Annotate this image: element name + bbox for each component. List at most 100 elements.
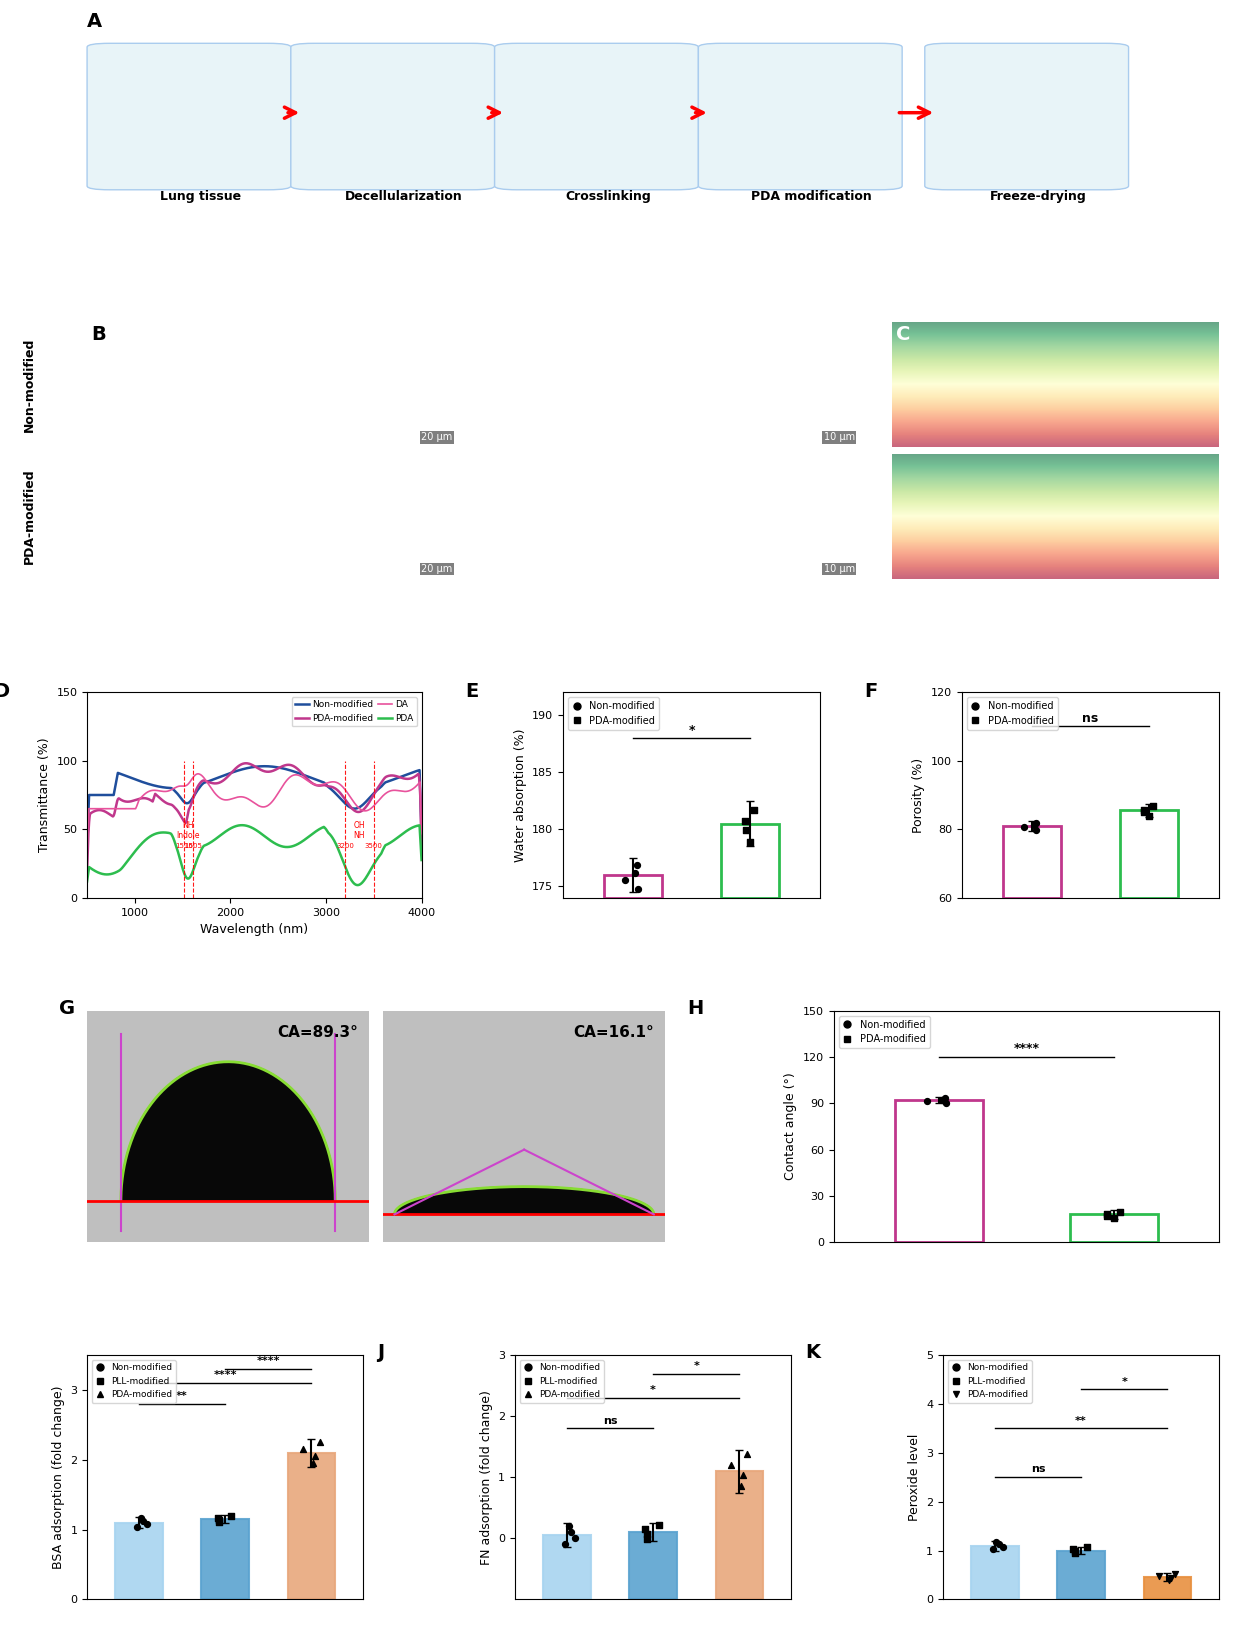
Point	[983, 1536, 1003, 1562]
PDA	[414, 850, 429, 870]
Non-modified	[414, 821, 429, 840]
DA	[404, 780, 419, 800]
Point	[1143, 793, 1163, 819]
PDA-modified	[97, 801, 112, 821]
Point	[1159, 1567, 1179, 1593]
Point	[310, 1428, 330, 1454]
Text: 10 μm: 10 μm	[824, 432, 855, 442]
DA	[243, 790, 258, 809]
Point	[131, 1505, 151, 1531]
Legend: Non-modified, PDA-modified: Non-modified, PDA-modified	[569, 697, 659, 730]
Point	[738, 1441, 758, 1467]
Text: CA=89.3°: CA=89.3°	[277, 1025, 358, 1040]
Bar	[722, 824, 780, 898]
Text: B: B	[91, 325, 106, 344]
Text: Crosslinking: Crosslinking	[565, 191, 651, 204]
Point	[744, 796, 764, 823]
Text: Decellularization: Decellularization	[345, 191, 463, 204]
FancyBboxPatch shape	[924, 44, 1128, 189]
FancyBboxPatch shape	[698, 44, 902, 189]
DA	[190, 764, 205, 783]
Line: DA: DA	[87, 774, 422, 854]
Non-modified	[234, 761, 249, 780]
PDA	[97, 865, 112, 885]
PDA	[234, 816, 249, 836]
PDA	[350, 875, 364, 894]
FancyBboxPatch shape	[495, 44, 698, 189]
DA	[343, 788, 358, 808]
PDA	[235, 816, 250, 836]
Point	[209, 1510, 229, 1536]
Point	[1077, 1534, 1097, 1560]
Y-axis label: Contact angle (°): Contact angle (°)	[784, 1072, 797, 1180]
Text: Lung tissue: Lung tissue	[159, 191, 241, 204]
Point	[1065, 1541, 1085, 1567]
Point	[1014, 814, 1034, 840]
Text: ns: ns	[1031, 1464, 1045, 1474]
Point	[935, 1085, 955, 1111]
Point	[555, 1531, 575, 1557]
Bar	[894, 1100, 983, 1242]
Text: CA=16.1°: CA=16.1°	[573, 1025, 654, 1040]
X-axis label: Wavelength (nm): Wavelength (nm)	[200, 924, 309, 937]
Text: *: *	[693, 1361, 699, 1371]
DA	[414, 824, 429, 844]
Text: NH
Indole: NH Indole	[177, 821, 200, 840]
Y-axis label: Transmittance (%): Transmittance (%)	[37, 738, 51, 852]
Point	[1149, 1563, 1169, 1590]
PDA-modified	[404, 769, 419, 788]
Non-modified	[258, 756, 272, 775]
FancyBboxPatch shape	[291, 44, 495, 189]
Text: *: *	[651, 1386, 656, 1395]
Non-modified	[404, 762, 419, 782]
Point	[932, 1087, 952, 1113]
DA	[80, 844, 95, 863]
Point	[221, 1503, 241, 1529]
Point	[649, 1511, 669, 1537]
Text: C: C	[896, 325, 911, 344]
Bar	[202, 1519, 249, 1599]
PDA-modified	[239, 754, 254, 774]
Point	[626, 860, 646, 886]
Text: ****: ****	[1014, 1043, 1040, 1056]
Text: 20 μm: 20 μm	[420, 565, 453, 574]
DA	[234, 787, 249, 806]
Text: E: E	[465, 682, 479, 700]
Bar	[287, 1452, 335, 1599]
Text: D: D	[0, 682, 10, 700]
Text: *: *	[1121, 1376, 1127, 1387]
Point	[637, 1521, 657, 1547]
Point	[1026, 809, 1046, 836]
Point	[731, 1474, 751, 1500]
Point	[735, 808, 755, 834]
Point	[989, 1531, 1009, 1557]
Non-modified	[343, 798, 358, 818]
Text: ****: ****	[214, 1371, 236, 1381]
Point	[1064, 1536, 1084, 1562]
Text: **: **	[177, 1390, 188, 1402]
Y-axis label: Porosity (%): Porosity (%)	[912, 757, 926, 832]
Text: PDA modification: PDA modification	[751, 191, 872, 204]
Non-modified	[404, 762, 419, 782]
Bar	[1003, 826, 1061, 898]
PDA	[80, 871, 95, 891]
Point	[1024, 813, 1044, 839]
Text: 3200: 3200	[336, 844, 355, 849]
DA	[404, 780, 419, 800]
Text: 1515: 1515	[175, 844, 193, 849]
Bar	[629, 1532, 677, 1599]
Text: ns: ns	[1082, 712, 1098, 725]
Point	[733, 1462, 753, 1488]
PDA-modified	[404, 769, 419, 788]
Text: H: H	[687, 999, 704, 1018]
Bar	[116, 1523, 163, 1599]
Y-axis label: Water absorption (%): Water absorption (%)	[514, 728, 526, 862]
Point	[208, 1505, 228, 1531]
Text: 20 μm: 20 μm	[420, 432, 453, 442]
Point	[294, 1436, 313, 1462]
PDA	[404, 818, 419, 837]
Point	[305, 1443, 325, 1469]
PDA-modified	[343, 796, 358, 816]
Point	[740, 829, 760, 855]
Point	[561, 1518, 581, 1544]
